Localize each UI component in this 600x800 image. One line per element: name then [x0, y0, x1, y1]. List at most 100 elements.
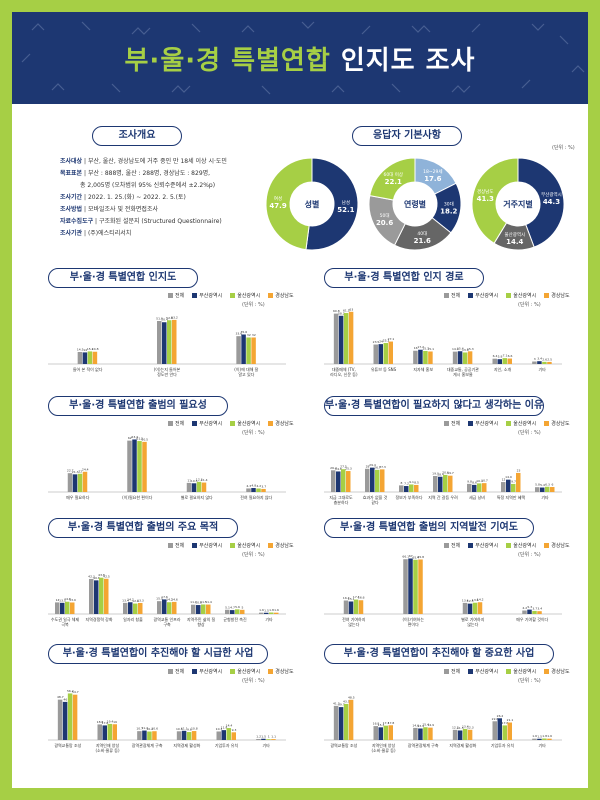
bar	[269, 612, 274, 614]
overview-label: 조사기관	[60, 230, 83, 237]
overview-list: 조사대상 | 부산, 울산, 경상남도에 거주 중인 만 18세 이상 시·도민…	[60, 156, 280, 240]
bar	[547, 738, 552, 740]
bar-value-label: 22.7	[67, 469, 74, 473]
legend-swatch	[230, 293, 236, 298]
bar-value-label: 1.6	[547, 734, 552, 738]
legend-label: 부산광역시	[199, 421, 223, 427]
overview-row: 조사방법 | 모바일조사 및 전화면접조사	[60, 204, 280, 216]
bar-value-label: 12.2	[452, 725, 459, 729]
legend-label: 경상남도	[551, 421, 570, 427]
category-label: 별로 필요하지 않다	[181, 494, 213, 500]
bar-value-label: 1.6	[532, 734, 537, 738]
bar	[241, 334, 246, 364]
legend-label: 경상남도	[551, 293, 570, 299]
bar-value-label: 63.4	[131, 435, 138, 439]
bar-value-label: 25.3	[345, 467, 352, 471]
category-label: (이)기여하는	[402, 616, 424, 622]
bar-value-label: 15.3	[467, 347, 474, 351]
legend-item: 부산광역시	[192, 420, 222, 427]
bar	[418, 728, 423, 740]
slice-value: 18.2	[440, 208, 457, 216]
chart-svg: 22.721.3 22 24.4 매우 필요하다 62 63.461.560.5 (이)필요…	[48, 435, 286, 500]
bar-value-label: 4.7	[230, 606, 235, 610]
slice-label: 60대 이상	[383, 171, 403, 178]
donut-center-label: 거주지별	[503, 199, 532, 209]
bar	[341, 469, 346, 492]
legend-label: 울산광역시	[237, 543, 261, 549]
legend-item: 부산광역시	[192, 292, 222, 299]
chart-panel-2: 부·울·경 특별연합 출범의 필요성 전체 부산광역시 울산광역시 경상남도 (단위 : …	[32, 396, 294, 514]
category-label: 알고 있다	[238, 371, 254, 377]
bar-value-label: 14	[83, 348, 87, 352]
category-label: 기타	[262, 742, 270, 748]
bar-value-label: 51.9	[156, 316, 163, 320]
bar-value-label: 11.4	[141, 726, 148, 730]
bar	[348, 601, 354, 614]
bar	[102, 725, 107, 740]
bar-value-label: 4.3	[246, 484, 251, 488]
bar-value-label: 11	[187, 478, 191, 482]
bar	[383, 343, 388, 364]
bar-value-label: 32	[247, 333, 251, 337]
bar	[137, 731, 142, 740]
overview-separator: |	[82, 230, 88, 237]
overview-row: 목표표본 | 부산 : 888명, 울산 : 288명, 경상남도 : 829명…	[60, 168, 280, 180]
legend-label: 울산광역시	[237, 293, 261, 299]
slice-label: 18~29세	[423, 168, 442, 175]
bar-value-label: 5	[242, 605, 244, 609]
bar-value-label: 13.4	[462, 598, 469, 602]
bar-value-label: 10.8	[195, 601, 202, 605]
chart-unit: (단위 : %)	[242, 552, 265, 558]
slice-label: 여성	[274, 195, 282, 202]
chart-panel-0: 부·울·경 특별연합 인지도 전체 부산광역시 울산광역시 경상남도 (단위 : %) 14…	[32, 268, 294, 386]
header-pattern	[21, 21, 585, 95]
bar	[467, 351, 473, 364]
bar	[346, 471, 351, 492]
overview-title: 조사개요	[92, 126, 182, 146]
bar	[507, 722, 512, 740]
category-label: 않는다	[348, 621, 359, 627]
bar-value-label: 15.4	[457, 347, 464, 351]
bar	[133, 603, 138, 614]
bar	[477, 483, 482, 492]
bar	[540, 487, 545, 492]
bar	[532, 738, 537, 740]
bar	[251, 337, 256, 364]
bar-value-label: 10.6	[151, 727, 158, 731]
legend-item: 경상남도	[544, 420, 570, 427]
legend-item: 전체	[168, 420, 184, 427]
legend-label: 울산광역시	[237, 421, 261, 427]
bar-value-label: 18.4	[437, 472, 444, 476]
overview-row: 조사대상 | 부산, 울산, 경상남도에 거주 중인 만 18세 이상 시·도민	[60, 156, 280, 168]
legend-item: 경상남도	[268, 420, 294, 427]
category-label: 광역교통망 조성	[54, 742, 81, 748]
legend-item: 울산광역시	[230, 292, 260, 299]
bar	[348, 311, 354, 364]
bar	[186, 482, 192, 492]
category-label: 같다	[371, 499, 379, 505]
bar-value-label: 5.1	[225, 605, 230, 609]
bar	[191, 483, 197, 492]
bar-value-label: 1.5	[261, 734, 266, 738]
legend-item: 경상남도	[544, 668, 570, 675]
overview-text: (주)에스티리서치	[87, 230, 132, 237]
category-label: 게시 홍보물	[453, 371, 473, 377]
legend-label: 경상남도	[275, 543, 294, 549]
bar-value-label: 16.8	[373, 722, 380, 726]
bar	[147, 731, 152, 740]
bar-value-label: 14.2	[477, 598, 484, 602]
legend-item: 울산광역시	[230, 542, 260, 549]
chart-title: 부·울·경 특별연합이 필요하지 않다고 생각하는 이유	[324, 396, 544, 416]
legend-label: 울산광역시	[237, 669, 261, 675]
bar-value-label: 23.5	[373, 340, 380, 344]
bar	[467, 483, 472, 492]
bar	[261, 738, 266, 740]
page-title: 부·울·경 특별연합 인지도 조사	[12, 40, 588, 77]
legend-swatch	[268, 293, 274, 298]
chart-panel-4: 부·울·경 특별연합 출범의 주요 목적 전체 부산광역시 울산광역시 경상남도 (단위 …	[32, 518, 294, 636]
category-label: 구축	[163, 621, 171, 627]
slice-value: 47.9	[269, 202, 286, 210]
bar	[418, 559, 423, 614]
